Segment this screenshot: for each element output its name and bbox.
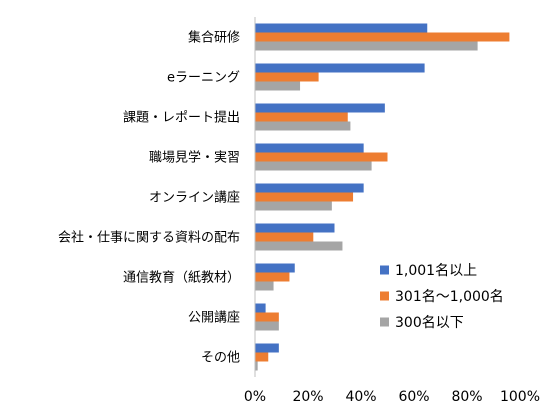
bar-4-series-1 xyxy=(255,143,364,153)
bar-1-series-3 xyxy=(255,41,478,51)
bar-3-series-1 xyxy=(255,103,385,113)
x-tick-label: 60% xyxy=(398,389,429,405)
legend-swatch-1 xyxy=(380,265,389,275)
bar-8-series-3 xyxy=(255,321,279,331)
legend-label-2: 301名～1,000名 xyxy=(395,289,504,305)
bar-5-series-3 xyxy=(255,201,332,211)
category-label: 職場見学・実習 xyxy=(149,150,240,166)
category-label: オンライン講座 xyxy=(149,190,240,206)
bar-6-series-1 xyxy=(255,223,335,233)
bar-8-series-2 xyxy=(255,312,279,322)
category-label: 会社・仕事に関する資料の配布 xyxy=(58,230,240,246)
bar-2-series-3 xyxy=(255,81,301,91)
bar-8-series-1 xyxy=(255,303,266,313)
x-tick-label: 0% xyxy=(244,389,266,405)
bar-5-series-2 xyxy=(255,192,354,202)
legend-label-3: 300名以下 xyxy=(395,315,464,331)
bar-3-series-2 xyxy=(255,112,348,122)
legend-swatch-3 xyxy=(380,317,389,327)
bar-6-series-3 xyxy=(255,241,343,251)
category-label: eラーニング xyxy=(167,71,240,86)
bar-2-series-2 xyxy=(255,72,319,82)
category-label: その他 xyxy=(201,351,240,366)
category-label: 公開講座 xyxy=(188,310,240,326)
bar-7-series-1 xyxy=(255,263,295,273)
bar-7-series-2 xyxy=(255,272,290,282)
bar-6-series-2 xyxy=(255,232,314,242)
legend-swatch-2 xyxy=(380,291,389,301)
legend: 1,001名以上 301名～1,000名 300名以下 xyxy=(380,263,504,331)
x-tick-label: 20% xyxy=(292,389,323,405)
x-tick-label: 80% xyxy=(451,389,482,405)
bar-5-series-1 xyxy=(255,183,364,193)
bar-4-series-2 xyxy=(255,152,388,162)
category-label: 集合研修 xyxy=(188,30,240,46)
category-labels: 集合研修 eラーニング課題・レポート提出職場見学・実習オンライン講座会社・仕事に関… xyxy=(58,30,240,366)
x-tick-label: 40% xyxy=(345,389,376,405)
bar-1-series-1 xyxy=(255,23,428,33)
bar-9-series-3 xyxy=(255,361,258,371)
bar-9-series-1 xyxy=(255,343,279,353)
bar-7-series-3 xyxy=(255,281,274,291)
category-label: 課題・レポート提出 xyxy=(123,110,240,126)
bar-3-series-3 xyxy=(255,121,351,131)
x-tick-labels: 0% 20% 40% 60% 80% 100% xyxy=(244,389,540,405)
x-tick-label: 100% xyxy=(500,389,540,405)
bar-2-series-1 xyxy=(255,63,425,73)
legend-label-1: 1,001名以上 xyxy=(395,263,477,279)
bar-1-series-2 xyxy=(255,32,510,42)
bar-4-series-3 xyxy=(255,161,372,171)
bar-9-series-2 xyxy=(255,352,269,362)
category-label: 通信教育（紙教材） xyxy=(123,270,240,286)
bars-group xyxy=(255,23,510,371)
